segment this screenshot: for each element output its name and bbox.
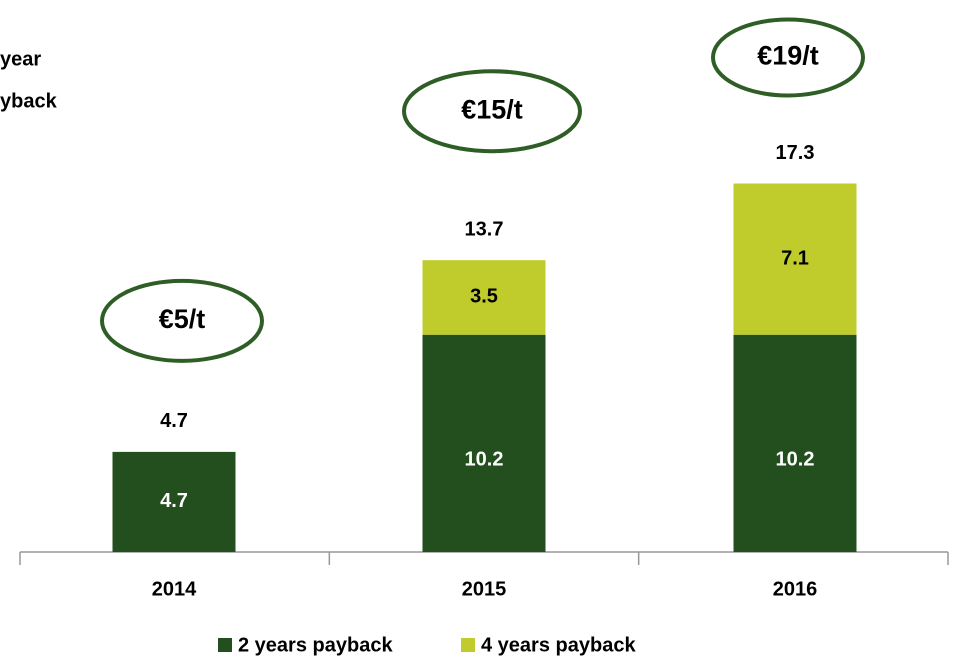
legend-swatch <box>461 638 475 652</box>
x-tick-label: 2015 <box>462 578 507 600</box>
value-label: 7.1 <box>781 247 809 269</box>
price-label: €15/t <box>461 94 523 124</box>
bar-segment <box>733 334 857 552</box>
x-tick-label: 2014 <box>152 578 197 600</box>
bar-segment <box>422 260 546 335</box>
total-label: 4.7 <box>160 410 188 432</box>
value-label: 10.2 <box>465 449 504 471</box>
bar-segment <box>422 334 546 552</box>
bar-segment <box>112 451 236 552</box>
price-label: €5/t <box>159 304 206 334</box>
legend-label: 2 years payback <box>238 634 393 656</box>
value-label: 3.5 <box>470 286 498 308</box>
price-ellipse <box>402 69 582 154</box>
value-label: 10.2 <box>776 449 815 471</box>
price-ellipse <box>711 17 865 98</box>
legend-swatch <box>218 638 232 652</box>
price-label: €19/t <box>757 41 819 71</box>
total-label: 17.3 <box>776 142 815 164</box>
legend-label: 4 years payback <box>481 634 636 656</box>
bar-segment <box>733 183 857 335</box>
x-tick-label: 2016 <box>773 578 818 600</box>
total-label: 13.7 <box>465 218 504 240</box>
annotation: yback <box>0 90 58 112</box>
value-label: 4.7 <box>160 490 188 512</box>
annotation: year <box>0 48 41 70</box>
price-ellipse <box>100 278 264 363</box>
